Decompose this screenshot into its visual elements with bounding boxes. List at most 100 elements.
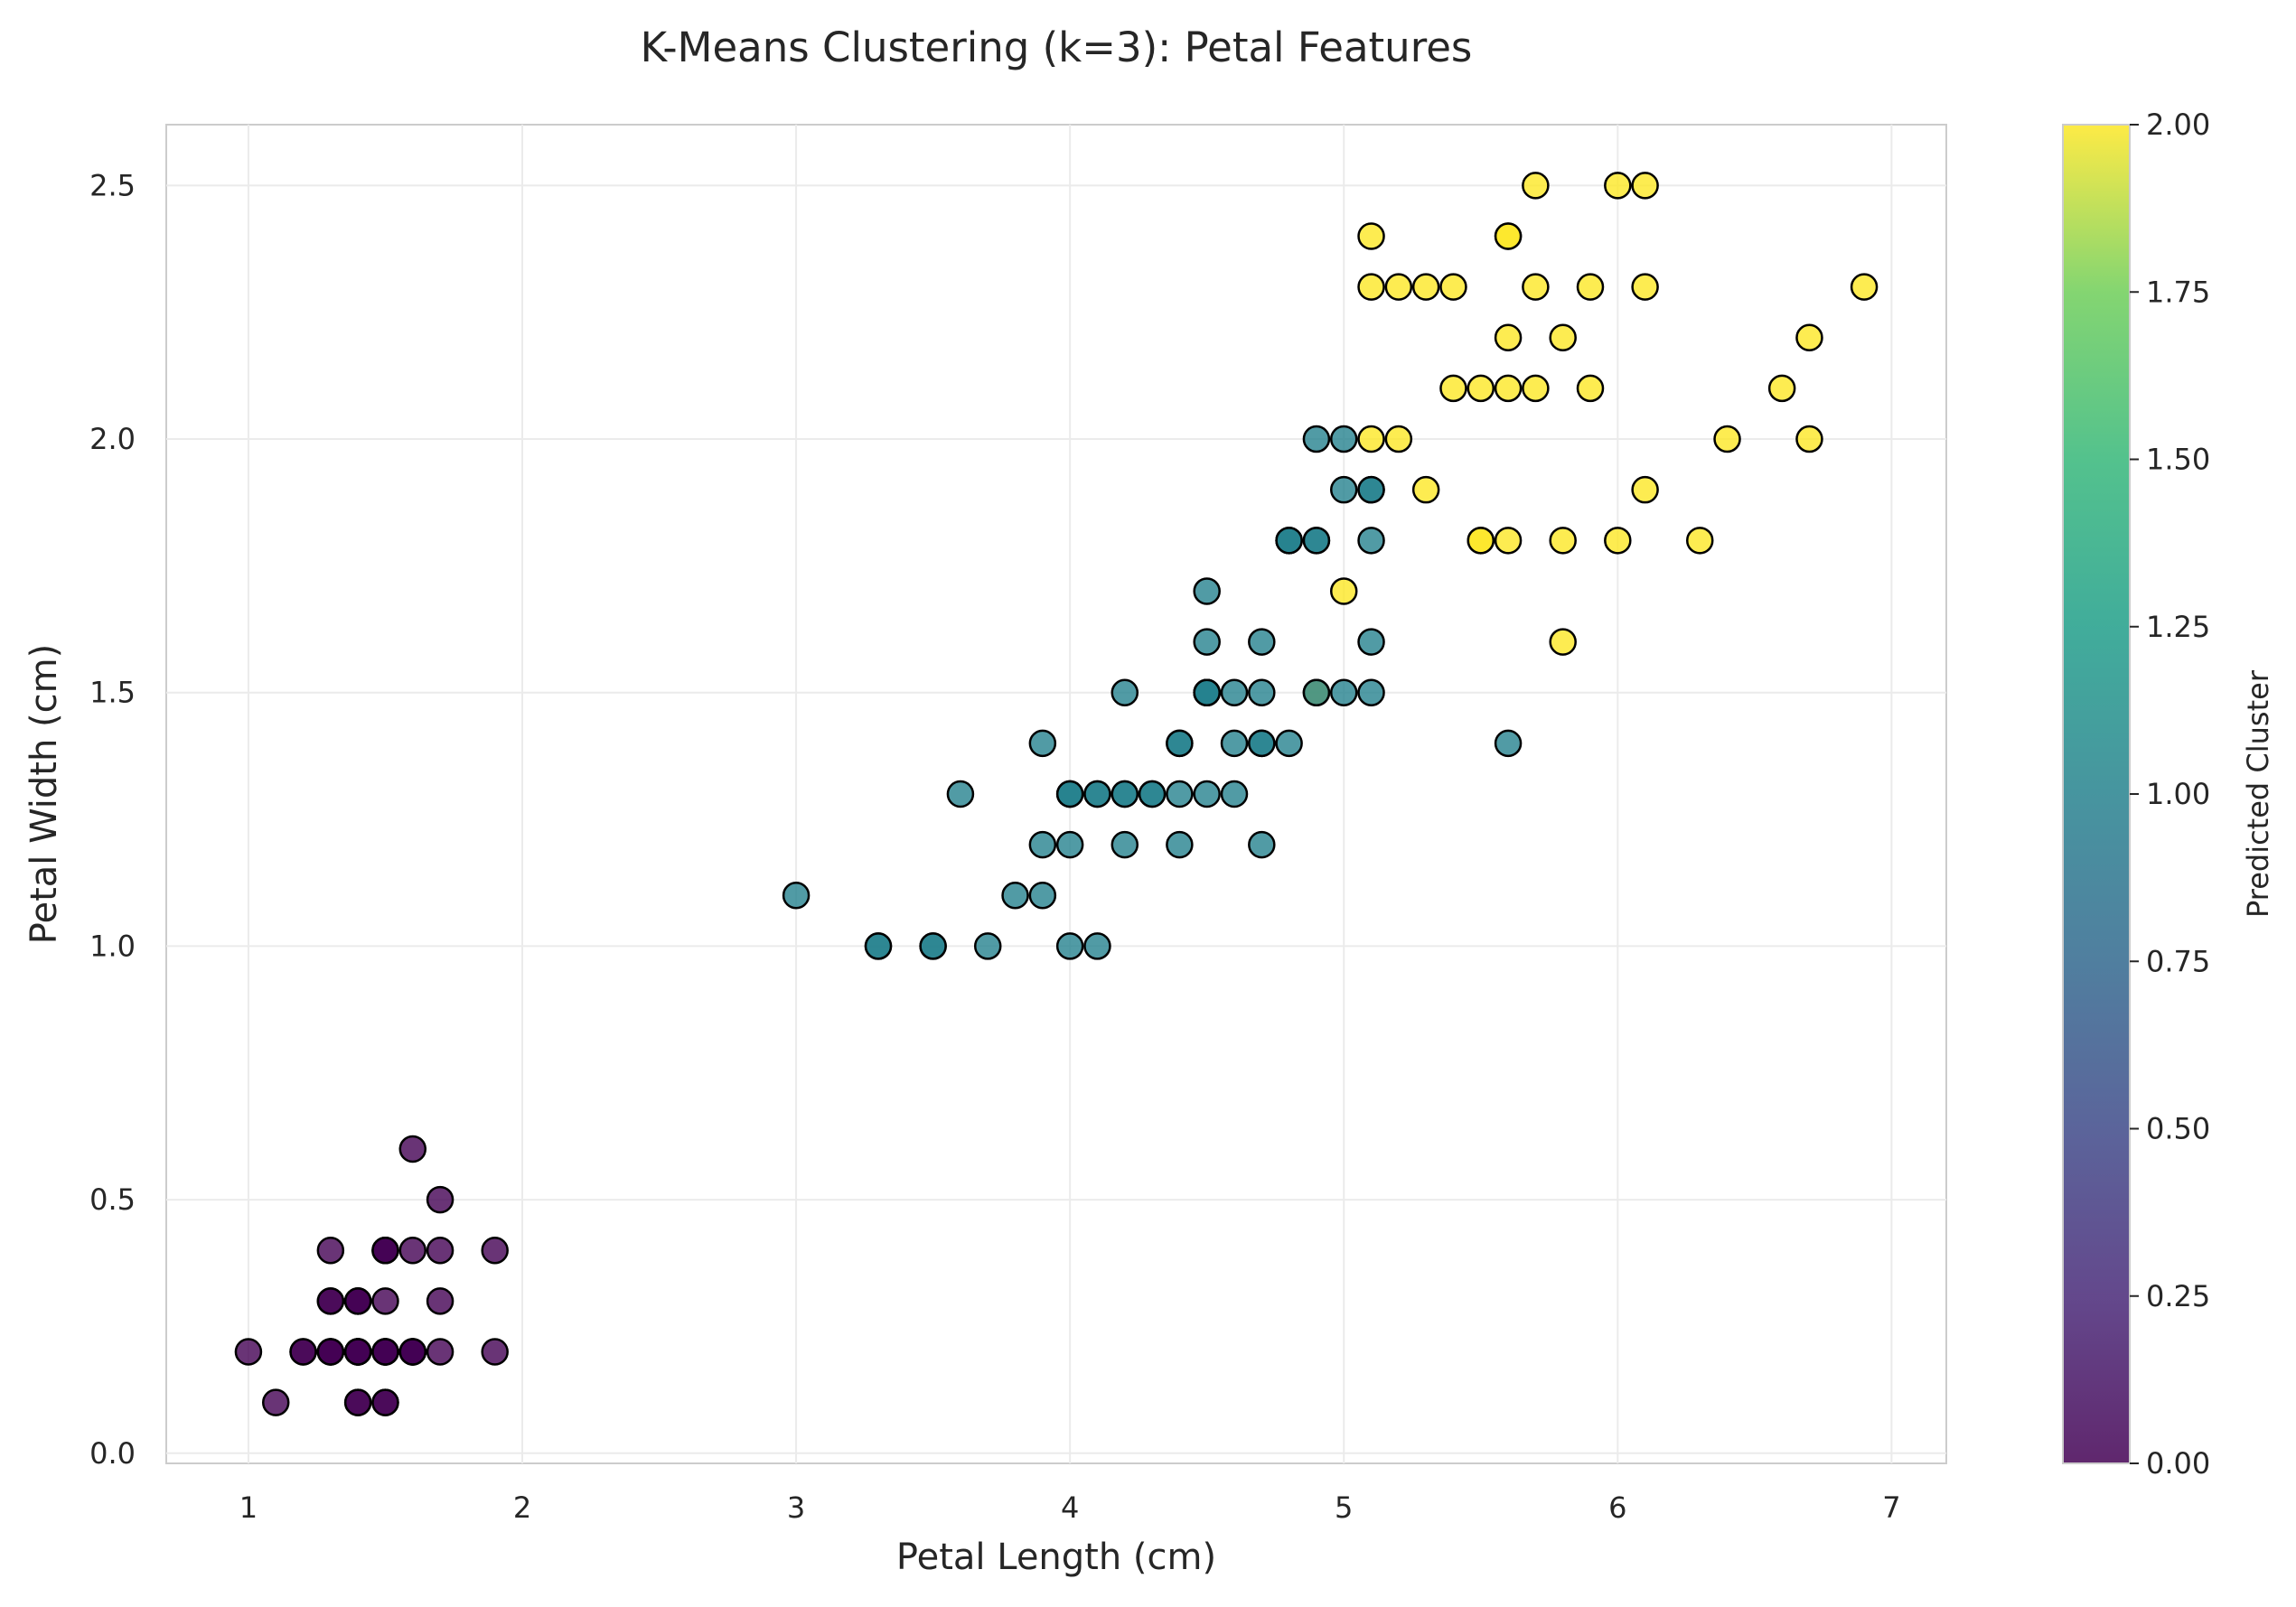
y-tick-label: 1.5 (89, 676, 136, 710)
data-point (1302, 678, 1331, 706)
data-point (1111, 780, 1139, 808)
data-point (1439, 273, 1467, 301)
data-point (1220, 780, 1249, 808)
data-point (1248, 678, 1276, 706)
data-point (1494, 222, 1523, 250)
data-point (1767, 374, 1796, 403)
data-point (1193, 577, 1221, 605)
data-point (1439, 374, 1467, 403)
data-point (481, 1236, 509, 1265)
data-point (1028, 729, 1057, 758)
y-tick-label: 0.5 (89, 1182, 136, 1217)
data-point (1357, 527, 1385, 555)
data-point (371, 1287, 399, 1315)
data-point (1494, 527, 1523, 555)
data-point (343, 1388, 372, 1416)
data-point (1631, 273, 1659, 301)
data-point (1467, 374, 1495, 403)
data-point (289, 1338, 317, 1366)
data-point (1494, 729, 1523, 758)
data-point (1193, 678, 1221, 706)
x-tick-label: 7 (1882, 1490, 1900, 1525)
data-point (343, 1287, 372, 1315)
data-point (1055, 932, 1084, 960)
y-axis-label: Petal Width (cm) (23, 644, 65, 944)
data-point (1028, 882, 1057, 910)
data-point (946, 780, 975, 808)
data-point (1522, 172, 1550, 200)
data-point (343, 1338, 372, 1366)
data-point (973, 932, 1002, 960)
data-point (426, 1287, 455, 1315)
data-point (1111, 830, 1139, 859)
data-point (1111, 678, 1139, 706)
y-tick-label: 1.0 (89, 929, 136, 963)
x-tick-label: 5 (1335, 1490, 1353, 1525)
data-point (1193, 628, 1221, 656)
data-point (398, 1338, 427, 1366)
data-point (398, 1236, 427, 1265)
data-point (1248, 628, 1276, 656)
data-point (1248, 729, 1276, 758)
x-axis-ticks: 1 2 3 4 5 6 7 (239, 1490, 1901, 1525)
data-point (1604, 527, 1632, 555)
data-point (1193, 780, 1221, 808)
data-point (1138, 780, 1167, 808)
data-point (1357, 475, 1385, 504)
data-point (1467, 527, 1495, 555)
data-point (1357, 628, 1385, 656)
data-point (1248, 830, 1276, 859)
data-point (1028, 830, 1057, 859)
data-point (426, 1185, 455, 1214)
data-point (1001, 882, 1029, 910)
x-tick-label: 2 (513, 1490, 531, 1525)
data-point (1357, 222, 1385, 250)
data-point (1549, 323, 1577, 352)
data-point (316, 1236, 345, 1265)
colorbar-tick-label: 0.75 (2146, 944, 2210, 978)
data-point (782, 882, 811, 910)
y-tick-label: 0.0 (89, 1436, 136, 1471)
data-point (234, 1338, 263, 1366)
data-point (1329, 577, 1358, 605)
data-point (1549, 527, 1577, 555)
x-tick-label: 3 (787, 1490, 805, 1525)
data-point (1302, 425, 1331, 453)
scatter-points (234, 172, 1879, 1416)
colorbar-tick-label: 1.50 (2146, 443, 2210, 477)
data-point (1850, 273, 1879, 301)
data-point (1220, 729, 1249, 758)
data-point (1166, 729, 1194, 758)
data-point (864, 932, 893, 960)
data-point (1329, 678, 1358, 706)
data-point (398, 1135, 427, 1163)
data-point (1220, 678, 1249, 706)
x-tick-label: 1 (239, 1490, 258, 1525)
x-axis-label: Petal Length (cm) (896, 1537, 1216, 1578)
data-point (1166, 830, 1194, 859)
data-point (1631, 172, 1659, 200)
data-point (1713, 425, 1741, 453)
data-point (1166, 780, 1194, 808)
colorbar-ticks: 0.00 0.25 0.50 0.75 1.00 1.25 1.50 1.75 2.00 (2130, 107, 2210, 1481)
data-point (1357, 425, 1385, 453)
y-tick-label: 2.5 (89, 168, 136, 202)
colorbar-label: Predicted Cluster (2241, 669, 2275, 918)
data-point (1275, 527, 1303, 555)
data-point (426, 1338, 455, 1366)
data-point (1384, 273, 1413, 301)
data-point (1055, 780, 1084, 808)
data-point (1411, 273, 1440, 301)
data-point (261, 1388, 290, 1416)
data-point (1631, 475, 1659, 504)
colorbar-tick-label: 1.25 (2146, 610, 2210, 644)
data-point (1083, 932, 1111, 960)
data-point (1522, 273, 1550, 301)
data-point (1604, 172, 1632, 200)
data-point (1329, 475, 1358, 504)
data-point (1384, 425, 1413, 453)
data-point (1795, 425, 1823, 453)
data-point (1576, 374, 1605, 403)
data-point (1357, 678, 1385, 706)
